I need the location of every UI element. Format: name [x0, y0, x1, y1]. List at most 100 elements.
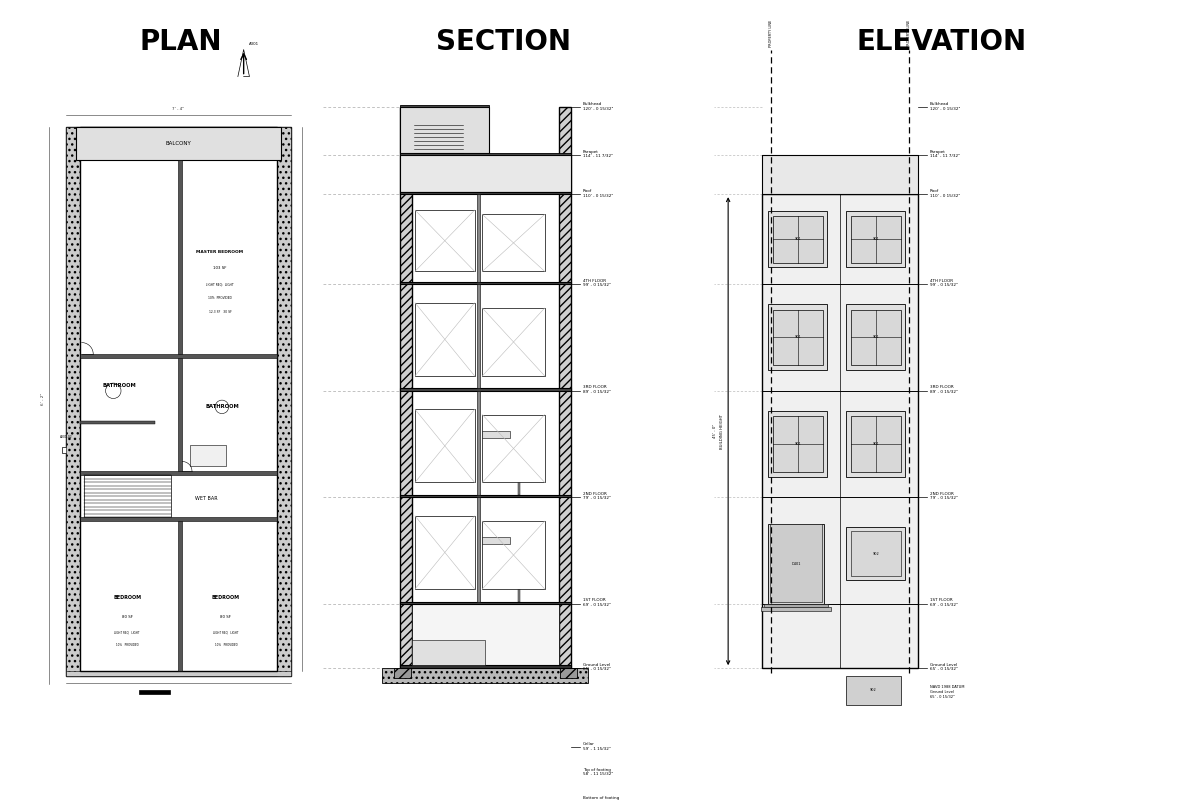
- Text: 2ND FLOOR
79' - 0 15/32": 2ND FLOOR 79' - 0 15/32": [583, 492, 611, 501]
- Text: 901: 901: [794, 237, 802, 241]
- Bar: [846, 410, 906, 477]
- Bar: [476, 497, 480, 602]
- Text: BALCONY: BALCONY: [166, 141, 191, 146]
- Bar: [559, 668, 577, 678]
- Bar: [66, 126, 79, 676]
- Bar: [84, 475, 170, 518]
- Bar: [139, 690, 170, 694]
- Text: A301: A301: [248, 42, 259, 46]
- Bar: [400, 495, 571, 497]
- Text: PROPERTY LINE: PROPERTY LINE: [769, 19, 773, 46]
- Bar: [476, 194, 480, 282]
- Text: SECTION: SECTION: [436, 28, 571, 56]
- Text: 4TH FLOOR
99' - 0 15/32": 4TH FLOOR 99' - 0 15/32": [583, 278, 611, 287]
- Bar: [400, 107, 412, 668]
- Text: A301.02: A301.02: [60, 435, 72, 439]
- Bar: [482, 308, 545, 376]
- Bar: [558, 107, 571, 668]
- Bar: [79, 126, 277, 671]
- Text: 902: 902: [870, 689, 877, 693]
- Text: BEDROOM: BEDROOM: [113, 595, 142, 600]
- Bar: [851, 530, 901, 576]
- Bar: [415, 516, 475, 589]
- Text: NAVD 1988 DATUM
Ground Level
65' - 0 15/32": NAVD 1988 DATUM Ground Level 65' - 0 15/…: [930, 686, 964, 698]
- Bar: [846, 675, 901, 706]
- Bar: [79, 518, 277, 522]
- Text: 10%   PROVIDED: 10% PROVIDED: [116, 643, 138, 647]
- Text: Ground Level
65' - 0 15/32": Ground Level 65' - 0 15/32": [930, 663, 958, 671]
- Bar: [517, 550, 521, 602]
- Bar: [846, 304, 906, 370]
- Text: 901: 901: [794, 442, 802, 446]
- Bar: [415, 410, 475, 482]
- Bar: [517, 442, 521, 495]
- Bar: [400, 155, 571, 192]
- Text: D401: D401: [792, 562, 800, 566]
- Bar: [770, 524, 822, 602]
- Bar: [400, 282, 571, 284]
- Bar: [768, 304, 828, 370]
- Bar: [394, 668, 412, 678]
- Bar: [846, 527, 906, 580]
- Bar: [79, 354, 277, 358]
- Text: LIGHT REQ   LIGHT: LIGHT REQ LIGHT: [114, 631, 140, 635]
- Bar: [400, 107, 488, 153]
- Bar: [179, 160, 182, 354]
- Text: MASTER BEDROOM: MASTER BEDROOM: [197, 250, 244, 254]
- Text: Top of footing
58' - 11 15/32": Top of footing 58' - 11 15/32": [583, 767, 613, 776]
- Bar: [846, 211, 906, 267]
- Bar: [383, 668, 588, 682]
- Bar: [476, 284, 480, 389]
- Text: BATHROOM: BATHROOM: [205, 404, 239, 410]
- Bar: [412, 604, 558, 665]
- Text: 901: 901: [872, 237, 880, 241]
- Text: WET BAR: WET BAR: [194, 496, 217, 501]
- Bar: [482, 521, 545, 589]
- Bar: [400, 192, 571, 194]
- Bar: [179, 522, 182, 671]
- Bar: [762, 155, 918, 194]
- Text: 80 SF: 80 SF: [221, 614, 232, 618]
- Bar: [79, 471, 277, 475]
- Bar: [191, 445, 226, 466]
- Bar: [851, 416, 901, 471]
- Text: 3RD FLOOR
89' - 0 15/32": 3RD FLOOR 89' - 0 15/32": [583, 386, 611, 394]
- Text: 1ST FLOOR
69' - 0 15/32": 1ST FLOOR 69' - 0 15/32": [583, 598, 611, 607]
- Text: LIGHT REQ:  LIGHT: LIGHT REQ: LIGHT: [206, 282, 234, 286]
- Bar: [761, 607, 832, 611]
- Bar: [773, 416, 823, 471]
- Text: BATHROOM: BATHROOM: [102, 383, 136, 389]
- Text: 3RD FLOOR
89' - 0 15/32": 3RD FLOOR 89' - 0 15/32": [930, 386, 958, 394]
- Bar: [179, 358, 182, 471]
- Text: 7' - 4": 7' - 4": [173, 107, 185, 111]
- Text: 10%  PROVIDED: 10% PROVIDED: [208, 296, 232, 300]
- Bar: [400, 665, 571, 668]
- Bar: [277, 126, 290, 676]
- Text: 6' - 2": 6' - 2": [41, 393, 46, 405]
- Text: Bulkhead
120' - 0 15/32": Bulkhead 120' - 0 15/32": [930, 102, 960, 110]
- Text: Roof
110' - 0 15/32": Roof 110' - 0 15/32": [930, 189, 960, 198]
- Bar: [412, 641, 485, 665]
- Bar: [415, 302, 475, 376]
- Bar: [415, 210, 475, 271]
- Bar: [400, 389, 571, 390]
- Bar: [476, 390, 480, 495]
- Bar: [482, 430, 510, 438]
- Bar: [400, 153, 571, 155]
- Bar: [400, 107, 571, 668]
- Text: Parapet
114' - 11 7/32": Parapet 114' - 11 7/32": [583, 150, 613, 158]
- Bar: [851, 216, 901, 262]
- Text: 2ND FLOOR
79' - 0 15/32": 2ND FLOOR 79' - 0 15/32": [930, 492, 958, 501]
- Bar: [66, 671, 290, 676]
- Bar: [764, 604, 828, 607]
- Bar: [762, 194, 918, 668]
- Bar: [482, 538, 510, 544]
- Text: 901: 901: [872, 442, 880, 446]
- Text: Cellar
59' - 1 15/32": Cellar 59' - 1 15/32": [583, 742, 611, 751]
- Text: 1ST FLOOR
69' - 0 15/32": 1ST FLOOR 69' - 0 15/32": [930, 598, 958, 607]
- Text: Ground Level
65' - 0 15/32": Ground Level 65' - 0 15/32": [583, 663, 611, 671]
- Text: Bulkhead
120' - 0 15/32": Bulkhead 120' - 0 15/32": [583, 102, 613, 110]
- Text: ELEVATION: ELEVATION: [857, 28, 1027, 56]
- Bar: [768, 524, 824, 604]
- Bar: [62, 447, 70, 454]
